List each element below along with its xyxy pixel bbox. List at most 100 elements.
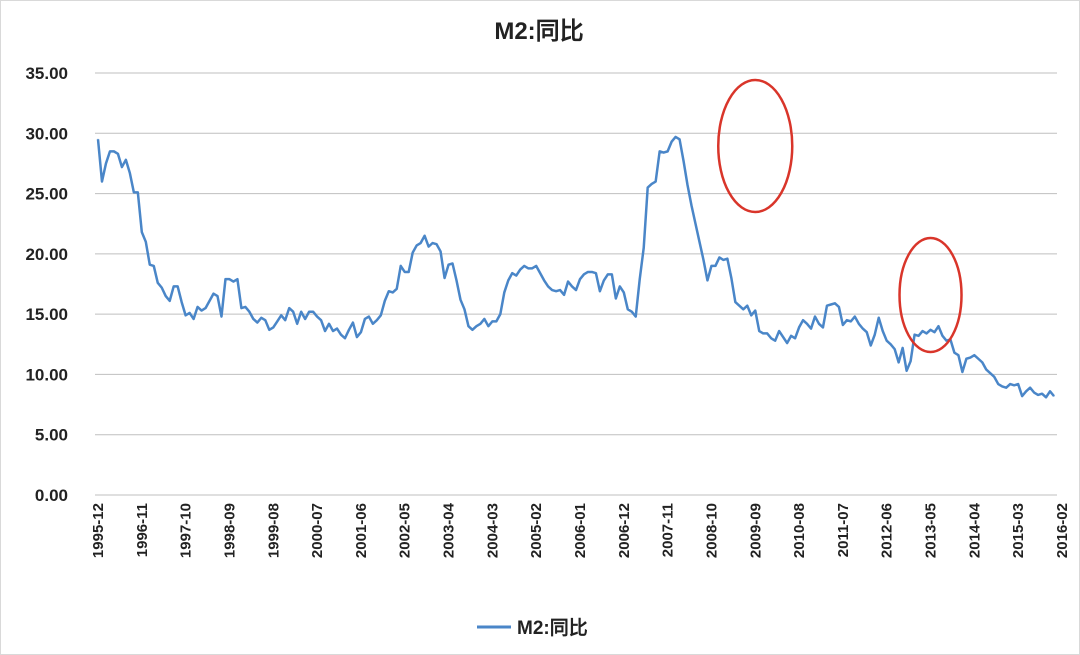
x-tick-label: 1996-11 [134, 503, 151, 557]
data-point [607, 273, 609, 275]
data-point [113, 150, 115, 152]
data-point [603, 279, 605, 281]
data-point [615, 297, 617, 299]
data-point [109, 150, 111, 152]
data-point [324, 330, 326, 332]
x-tick-label: 1997-10 [178, 503, 195, 558]
data-point [870, 344, 872, 346]
y-tick-label: 20.00 [25, 245, 68, 264]
data-point [304, 318, 306, 320]
data-point [352, 322, 354, 324]
data-point [336, 328, 338, 330]
data-point [456, 279, 457, 281]
data-point [746, 305, 748, 307]
data-point [758, 330, 760, 332]
data-point [858, 323, 860, 325]
data-point [217, 295, 218, 297]
data-point [559, 289, 561, 291]
data-point [133, 191, 135, 193]
data-point [706, 279, 708, 281]
data-point [368, 316, 370, 318]
data-point [284, 319, 286, 321]
x-axis-ticks: 1995-12 1996-11 1997-10 1998-09 1999-08 2000-… [90, 502, 1071, 558]
data-point [300, 311, 302, 313]
data-point [515, 275, 517, 277]
data-point [675, 136, 677, 138]
data-point [563, 294, 565, 296]
x-tick-label: 2012-06 [879, 503, 896, 558]
data-point [1045, 396, 1047, 398]
data-point [667, 150, 669, 152]
data-point [452, 263, 454, 264]
data-point [201, 310, 203, 312]
data-point [770, 337, 772, 339]
data-point [918, 335, 920, 337]
data-point [818, 323, 820, 325]
data-point [730, 277, 732, 279]
data-point [886, 340, 888, 342]
data-point [149, 264, 151, 266]
data-point [898, 361, 900, 363]
data-point [535, 265, 537, 267]
data-point [683, 160, 685, 162]
data-point [252, 318, 254, 320]
data-point [738, 305, 740, 307]
data-point [145, 241, 147, 243]
data-point [698, 241, 700, 243]
data-point [1009, 383, 1011, 385]
data-point [129, 172, 131, 174]
data-point [272, 326, 274, 328]
data-point [479, 323, 481, 325]
data-point [543, 279, 545, 281]
data-point [579, 278, 581, 280]
data-point [380, 314, 382, 316]
data-point [161, 287, 163, 289]
data-point [117, 153, 119, 155]
data-point [412, 252, 414, 254]
data-point [914, 334, 916, 336]
x-tick-label: 2007-11 [660, 503, 677, 557]
chart-title: M2:同比 [494, 18, 583, 45]
data-point [826, 305, 828, 307]
data-point [467, 325, 469, 327]
data-point [507, 279, 509, 281]
data-point [1037, 394, 1039, 396]
data-point [531, 267, 533, 269]
data-point [679, 138, 681, 140]
data-point [941, 335, 943, 337]
data-point [344, 337, 346, 339]
y-tick-label: 35.00 [25, 64, 68, 83]
data-point [647, 187, 649, 189]
data-point [639, 278, 641, 280]
data-point [523, 265, 525, 267]
data-point [802, 319, 804, 321]
highlight-ellipse [717, 78, 794, 214]
data-point [866, 331, 868, 333]
data-point [312, 311, 314, 313]
x-tick-label: 2016-02 [1054, 503, 1071, 558]
data-point [483, 318, 485, 320]
data-point [328, 323, 330, 325]
data-point [611, 273, 613, 275]
y-tick-label: 30.00 [25, 124, 68, 143]
data-point [1013, 384, 1015, 386]
x-tick-label: 2014-04 [966, 502, 983, 558]
x-tick-label: 2011-07 [835, 503, 852, 557]
x-tick-label: 2006-12 [616, 503, 633, 558]
data-point [137, 191, 139, 193]
data-point [539, 272, 541, 274]
data-point [463, 308, 465, 310]
data-point [276, 320, 278, 322]
data-point [718, 256, 720, 258]
y-tick-label: 15.00 [25, 305, 68, 324]
data-point [487, 325, 489, 327]
data-point [790, 335, 792, 337]
data-point [890, 343, 892, 345]
data-point [1025, 390, 1027, 392]
x-tick-label: 2013-05 [923, 503, 940, 558]
data-point [499, 313, 501, 315]
data-point [260, 317, 262, 319]
data-point [726, 258, 728, 260]
data-point [157, 282, 159, 284]
legend: M2:同比 [477, 617, 588, 639]
